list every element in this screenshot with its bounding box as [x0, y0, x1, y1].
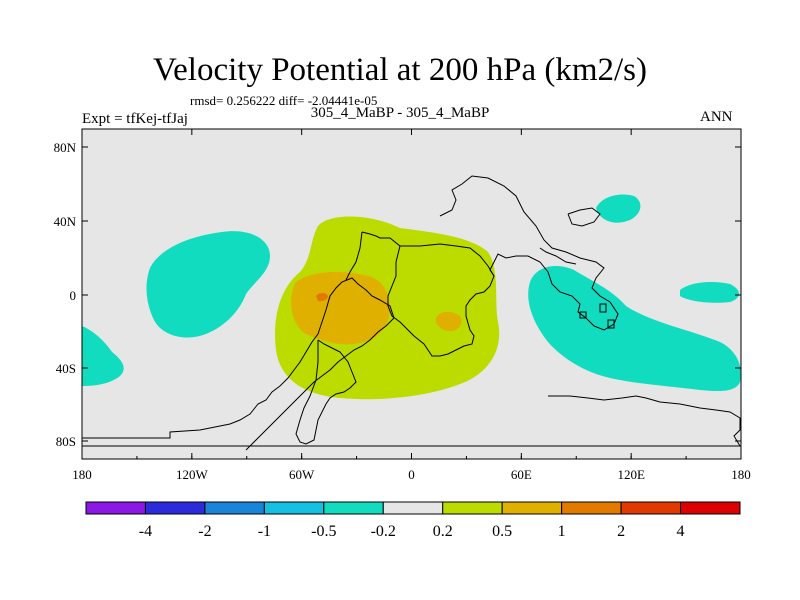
colorbar-swatch [442, 501, 503, 515]
x-tick-label: 0 [408, 467, 415, 482]
negative-region-indian [528, 266, 741, 391]
positive-strong-spot [316, 293, 328, 302]
colorbar-label: 1 [558, 523, 566, 540]
colorbar-label: -1 [258, 523, 271, 540]
x-tick-label: 60E [511, 467, 532, 482]
coastline-mediterranean [345, 231, 363, 281]
colorbar-swatch [323, 501, 384, 515]
y-tick-label: 40N [54, 214, 77, 229]
coastlines [82, 175, 741, 451]
colorbar: -4 -2 -1 -0.5 -0.2 0.2 0.5 1 2 4 [85, 501, 741, 540]
coastline-south-america [295, 339, 357, 445]
x-tick-label: 180 [731, 467, 751, 482]
season-label: ANN [700, 109, 733, 125]
x-tick-label: 60W [289, 467, 315, 482]
colorbar-label: 0.5 [492, 523, 512, 540]
y-tick-label: 0 [70, 288, 77, 303]
axis-ticks [81, 129, 742, 459]
colorbar-swatch [620, 501, 682, 515]
negative-region-east-pacific [680, 282, 739, 303]
colorbar-swatch [263, 501, 325, 515]
contour-fills [82, 194, 741, 400]
negative-region-pacific [146, 231, 270, 338]
coastline-asia-east [539, 207, 601, 265]
colorbar-swatch [561, 501, 622, 515]
colorbar-label: -0.5 [311, 523, 336, 540]
y-tick-label: 80N [54, 140, 77, 155]
coastline-islands [579, 303, 615, 329]
positive-mid-region [291, 272, 390, 345]
colorbar-label: -4 [139, 523, 152, 540]
colorbar-swatch [85, 501, 146, 515]
axis-tick-labels: 80N 40N 0 40S 80S 180 120W 60W 0 60E 120E 180 [54, 140, 751, 482]
plot-title: Velocity Potential at 200 hPa (km2/s) [152, 52, 648, 88]
colorbar-swatch [680, 501, 741, 515]
colorbar-label: -0.2 [371, 523, 396, 540]
x-tick-label: 120E [617, 467, 645, 482]
coastline-africa [387, 243, 495, 357]
negative-region-west-pacific [596, 194, 641, 223]
colorbar-swatch [382, 501, 444, 515]
y-tick-label: 80S [56, 434, 76, 449]
colorbar-swatch [501, 501, 563, 515]
stats-text: rmsd= 0.256222 diff= -2.04441e-05 [190, 93, 378, 108]
experiment-label: Expt = tfKej-tfJaj [82, 111, 188, 127]
colorbar-label: -2 [198, 523, 211, 540]
coastline-australia [548, 395, 741, 447]
colorbar-swatch [144, 501, 206, 515]
colorbar-label: 0.2 [433, 523, 453, 540]
case-label: 305_4_MaBP - 305_4_MaBP [310, 105, 490, 121]
coastline-eurasia [361, 175, 619, 331]
x-tick-label: 120W [176, 467, 209, 482]
colorbar-label: 2 [617, 523, 625, 540]
coastline-americas [82, 277, 395, 451]
negative-region-atlantic [82, 326, 124, 386]
colorbar-label: 4 [677, 523, 685, 540]
positive-mid-region-small [435, 311, 462, 332]
x-tick-label: 180 [72, 467, 92, 482]
y-tick-label: 40S [56, 361, 76, 376]
colorbar-swatch [204, 501, 265, 515]
